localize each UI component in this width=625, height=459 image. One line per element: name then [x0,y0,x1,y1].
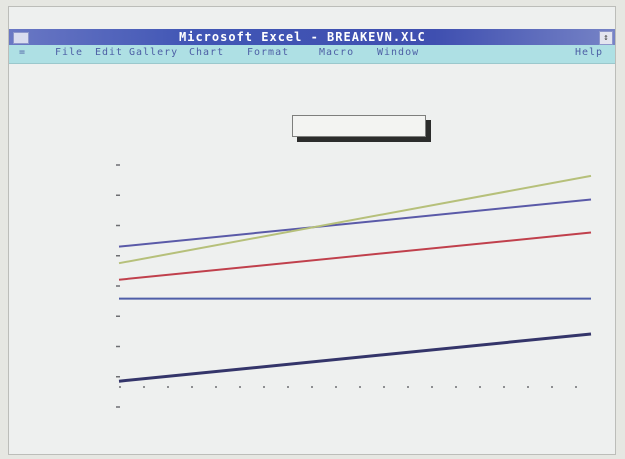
excel-window: Microsoft Excel - BREAKEVN.XLC ↕ = File … [8,6,616,455]
menu-system[interactable]: = [19,47,27,58]
axis-group [116,164,591,408]
title-bar[interactable]: Microsoft Excel - BREAKEVN.XLC ↕ [9,29,615,45]
series-line-1[interactable] [118,198,592,248]
system-menu-icon[interactable] [13,32,29,44]
series-line-5[interactable] [118,332,592,383]
series-line-2[interactable] [118,174,592,265]
line-chart[interactable] [9,7,616,455]
menu-format[interactable]: Format [247,47,290,58]
menu-file[interactable]: File [55,47,84,58]
menu-edit[interactable]: Edit [95,47,124,58]
window-title: Microsoft Excel - BREAKEVN.XLC [179,30,426,44]
menu-help[interactable]: Help [575,47,604,58]
series-line-3[interactable] [118,231,592,281]
restore-icon[interactable]: ↕ [599,31,613,45]
menu-gallery[interactable]: Gallery [129,47,179,58]
menu-chart[interactable]: Chart [189,47,225,58]
menu-bar: = File Edit Gallery Chart Format Macro W… [9,45,615,64]
menu-window[interactable]: Window [377,47,420,58]
chart-title-box[interactable] [292,115,426,137]
menu-macro[interactable]: Macro [319,47,355,58]
series-group [118,174,592,383]
